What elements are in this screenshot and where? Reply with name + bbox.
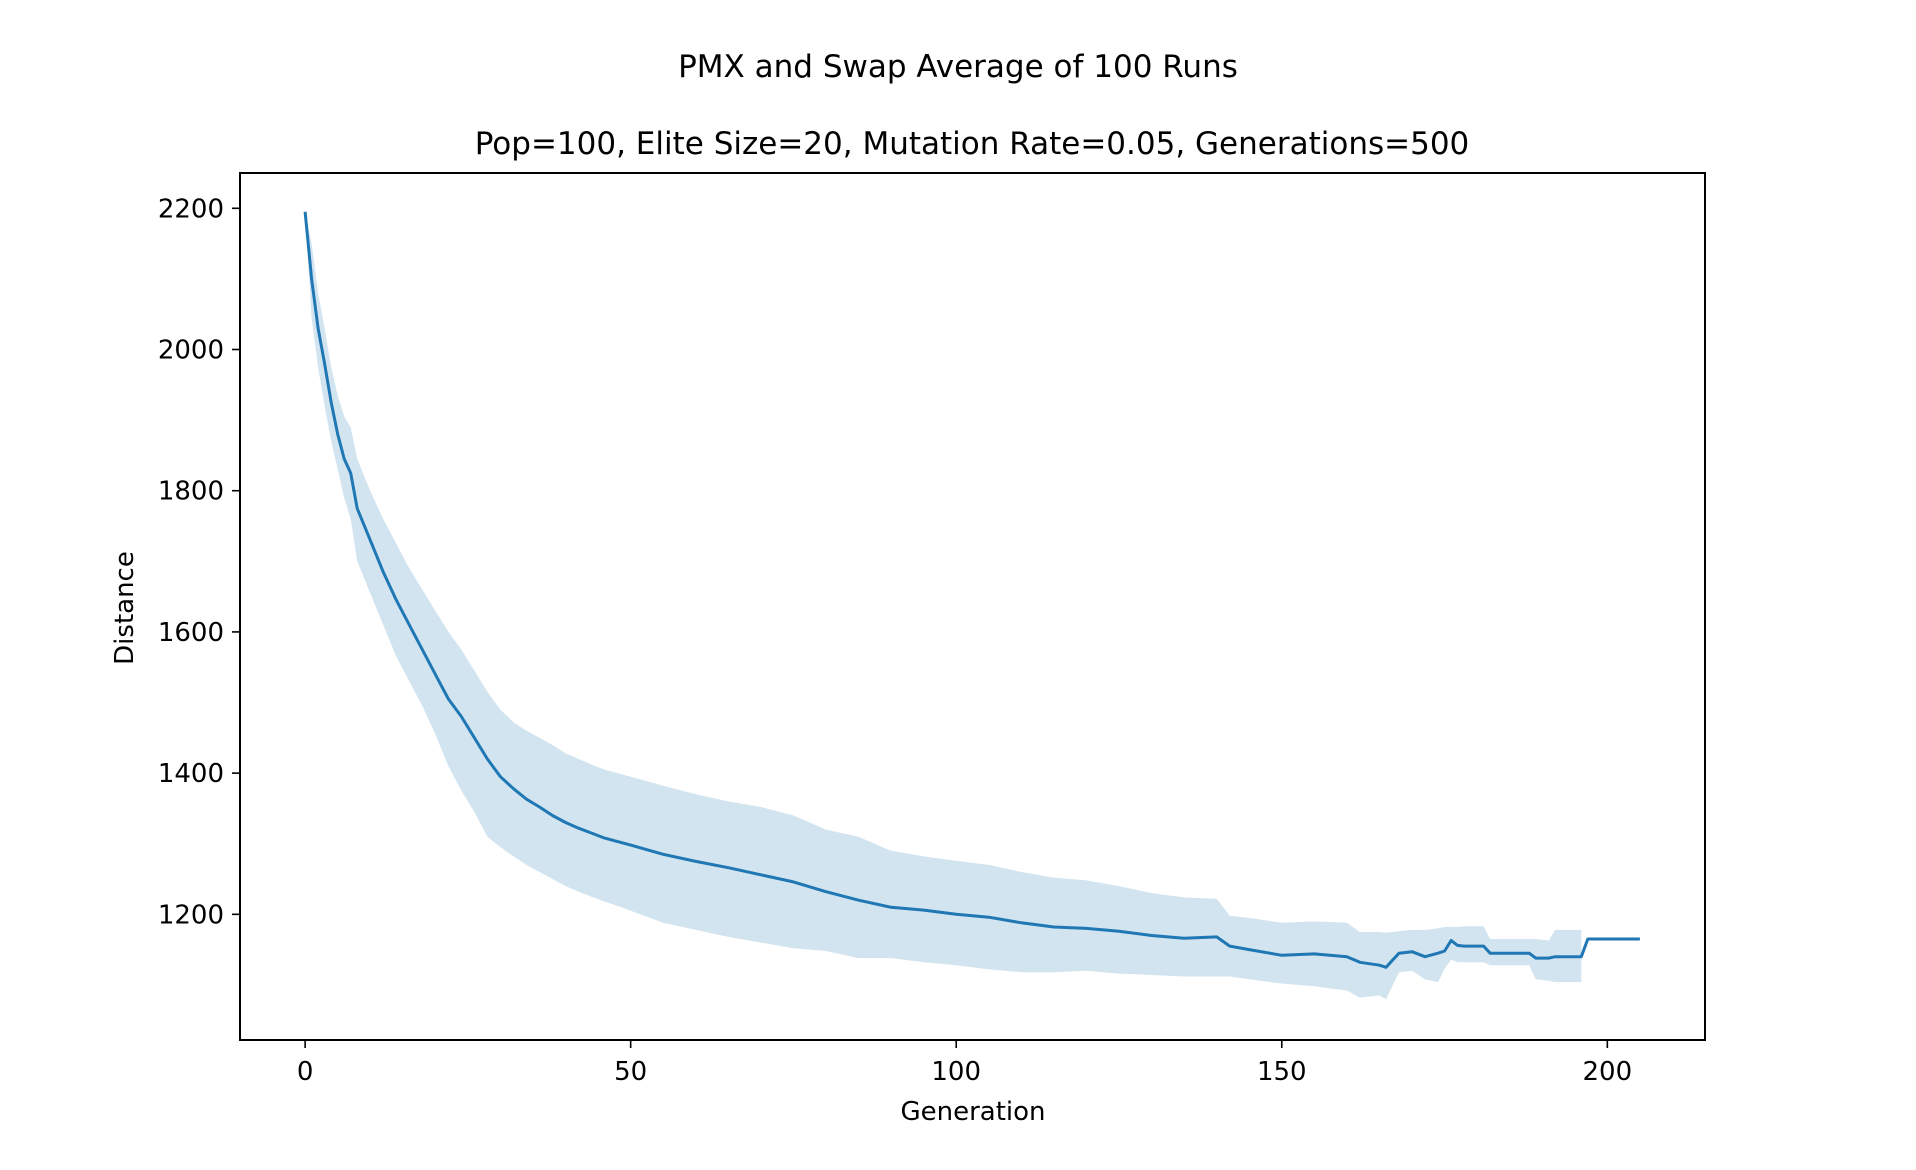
- x-tick-label: 150: [1257, 1057, 1307, 1087]
- chart-title: Pop=100, Elite Size=20, Mutation Rate=0.…: [475, 126, 1470, 162]
- series-line-0: [303, 211, 1640, 969]
- y-axis-label: Distance: [110, 551, 140, 665]
- y-tick-label: 1600: [158, 618, 224, 648]
- x-tick-label: 0: [297, 1057, 314, 1087]
- x-tick-label: 100: [931, 1057, 981, 1087]
- plot-area: [303, 211, 1640, 1000]
- x-axis-ticks: 0 50 100 150 200: [297, 1040, 1632, 1087]
- y-axis-ticks: 1200 1400 1600 1800 2000 2200: [158, 194, 240, 930]
- y-tick-label: 1800: [158, 477, 224, 507]
- y-tick-label: 1200: [158, 900, 224, 930]
- confidence-band: [305, 211, 1582, 1000]
- x-tick-label: 200: [1583, 1057, 1633, 1087]
- y-tick-label: 1400: [158, 759, 224, 789]
- chart-suptitle: PMX and Swap Average of 100 Runs: [678, 49, 1238, 85]
- axes-frame: [239, 172, 1706, 1041]
- x-axis-label: Generation: [900, 1097, 1045, 1127]
- y-tick-label: 2200: [158, 194, 224, 224]
- y-tick-label: 2000: [158, 336, 224, 366]
- x-tick-label: 50: [614, 1057, 647, 1087]
